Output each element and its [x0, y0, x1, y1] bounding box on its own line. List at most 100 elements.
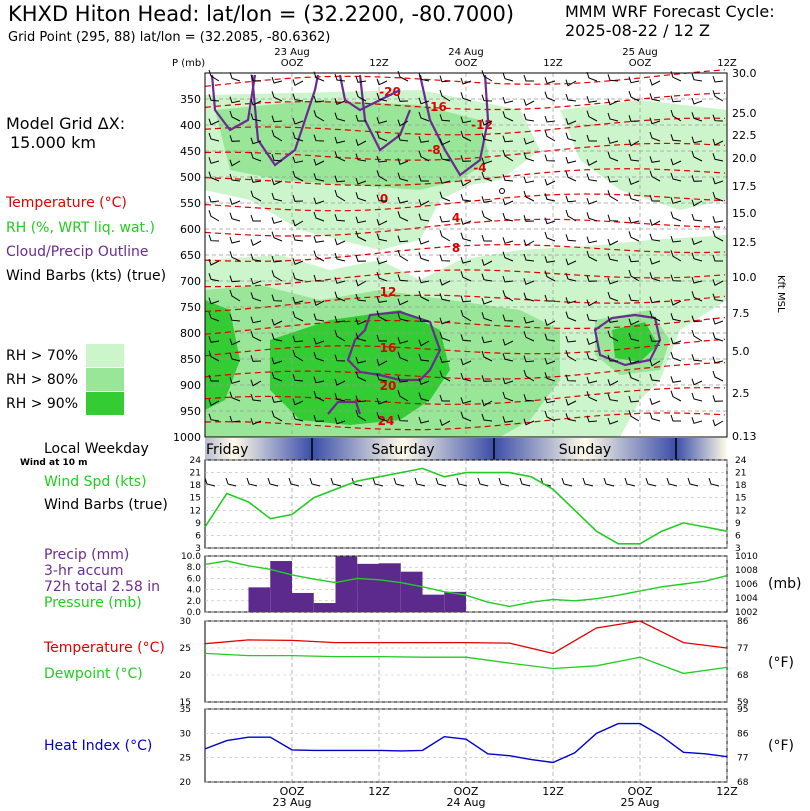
- wind-barb: [250, 379, 262, 387]
- dewpoint-label: Dewpoint (°C): [44, 666, 143, 682]
- wind-barb: [607, 175, 619, 183]
- bottom-date-label: 25 Aug: [621, 796, 660, 809]
- wind-barb: [418, 111, 430, 122]
- wind-barb: [418, 276, 430, 284]
- wind-barb: [208, 413, 220, 422]
- temperature-contour-label: 16: [380, 341, 397, 355]
- wind-barb: [208, 336, 220, 343]
- legend-cloud: Cloud/Precip Outline: [6, 244, 149, 260]
- wind-barb: [481, 297, 493, 305]
- wind-barb: [481, 336, 493, 344]
- surface-wind-barb: [204, 477, 216, 487]
- wind-barb: [229, 391, 241, 402]
- wind-barb: [712, 177, 724, 185]
- wind-barb: [586, 352, 598, 362]
- wind-barb: [439, 370, 451, 382]
- wind-barb: [649, 156, 661, 163]
- wind-barb: [397, 172, 409, 182]
- wind-barb: [607, 190, 619, 202]
- wind-barb: [334, 393, 346, 402]
- wind-barb: [586, 236, 598, 244]
- wind-barb: [313, 197, 325, 205]
- wind-barb: [502, 96, 514, 104]
- wind-barb: [544, 372, 556, 382]
- wind-barb: [565, 374, 577, 382]
- height-tick-label: 15.0: [732, 207, 757, 220]
- wind-barb: [628, 255, 640, 263]
- wind-barb: [271, 270, 283, 282]
- wind-barb: [355, 293, 367, 302]
- wind-barb: [292, 156, 304, 164]
- precip-tick: 8.0: [187, 563, 202, 573]
- wind-barb: [670, 414, 681, 422]
- wind-barb: [208, 297, 220, 305]
- wind-barb: [313, 376, 325, 384]
- bottom-time-label: OOZ: [454, 785, 479, 798]
- wind-barb: [334, 214, 346, 222]
- wind-tick-right: 15: [735, 494, 746, 504]
- wind-barb: [628, 294, 640, 302]
- surface-wind-barb: [246, 477, 258, 487]
- heat-tick-left: 30: [180, 729, 192, 739]
- wind-barb: [334, 189, 346, 202]
- wind-barb: [586, 197, 598, 205]
- wind-barb: [313, 95, 325, 103]
- wind-barb: [481, 259, 493, 267]
- wind-barb: [460, 372, 472, 382]
- wind-barb: [271, 396, 283, 403]
- wind-barb: [418, 252, 430, 262]
- wind-barb: [649, 296, 661, 304]
- wind-barb: [586, 173, 598, 182]
- wind-barb: [208, 195, 220, 203]
- wind-barb: [523, 369, 535, 382]
- wind-barb: [376, 359, 388, 367]
- wind-barb: [565, 272, 577, 282]
- wind-barb: [649, 93, 661, 102]
- wind-barb: [691, 315, 703, 323]
- pressure-tick-label: 450: [180, 145, 201, 158]
- wind-barb: [691, 329, 703, 342]
- wind-barb: [691, 175, 703, 182]
- wind-barb: [628, 192, 640, 202]
- wind-barb: [607, 151, 619, 162]
- heat-index-label: Heat Index (°C): [44, 738, 153, 754]
- wind-barb: [418, 339, 430, 347]
- heat-tick-right: 68: [737, 778, 749, 788]
- wind-barb: [355, 139, 367, 147]
- wind-barb: [439, 75, 451, 83]
- wind-barb: [376, 170, 388, 182]
- wind-barb: [649, 170, 661, 182]
- wind-barb: [271, 115, 283, 123]
- wind-barb: [460, 256, 472, 264]
- wind-barb: [481, 157, 493, 165]
- wind-barb: [439, 177, 451, 184]
- wind-barb: [397, 95, 409, 102]
- precip-bar: [292, 592, 314, 612]
- wind-barb: [418, 416, 430, 424]
- wind-barb: [586, 415, 598, 423]
- wind-barb: [565, 132, 577, 142]
- wind-barb: [649, 335, 661, 342]
- surface-wind-barb: [288, 477, 300, 487]
- temperature-contour: [204, 193, 726, 212]
- wind-barb: [607, 354, 618, 362]
- wind-barb: [523, 253, 535, 262]
- wind-barb: [334, 417, 346, 425]
- wind-barb: [502, 338, 514, 346]
- wind-barb: [523, 190, 535, 202]
- wind-barb: [544, 410, 556, 422]
- pressure-tick-label: 350: [180, 93, 201, 106]
- wind-barb: [628, 76, 640, 84]
- wind-barb: [292, 311, 304, 322]
- temperature-line: [204, 620, 728, 655]
- temperature-label: Temperature (°C): [44, 640, 165, 656]
- wind-barb: [565, 234, 577, 242]
- wind-barb: [229, 236, 241, 244]
- wind-barb: [586, 391, 598, 402]
- bottom-date-label: 23 Aug: [273, 796, 312, 809]
- wind-barb: [481, 413, 493, 422]
- wind-barb: [712, 90, 724, 102]
- pressure-tick: 1010: [735, 552, 758, 562]
- wind-barb: [712, 293, 724, 302]
- wind-barb: [334, 73, 346, 82]
